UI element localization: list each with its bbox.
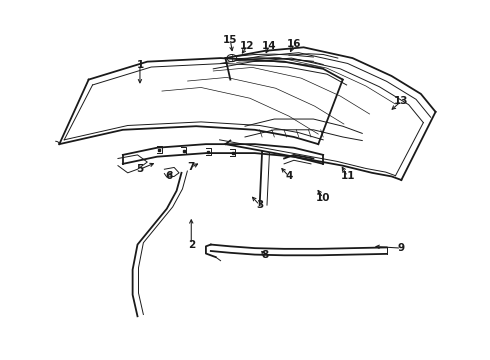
Text: 11: 11 [341, 171, 355, 181]
Text: 4: 4 [285, 171, 293, 181]
Text: 10: 10 [316, 193, 330, 203]
Text: 15: 15 [223, 35, 238, 45]
Text: 7: 7 [188, 162, 195, 172]
Text: 16: 16 [287, 39, 301, 49]
Text: 12: 12 [240, 41, 255, 50]
Text: 5: 5 [136, 164, 144, 174]
Text: 6: 6 [166, 171, 173, 181]
Text: 9: 9 [398, 243, 405, 253]
Text: 8: 8 [261, 250, 268, 260]
Text: 1: 1 [136, 60, 144, 70]
Text: 14: 14 [262, 41, 277, 50]
Text: 13: 13 [394, 96, 409, 106]
Text: 3: 3 [256, 200, 263, 210]
Text: 2: 2 [188, 239, 195, 249]
